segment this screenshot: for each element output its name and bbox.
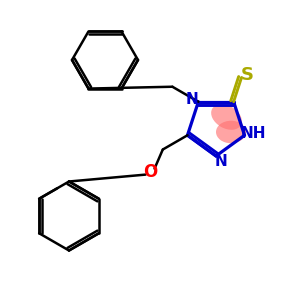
Ellipse shape [211,104,242,130]
Ellipse shape [216,121,246,143]
Text: NH: NH [240,126,266,141]
Text: O: O [143,163,157,181]
Text: N: N [215,154,228,169]
Text: N: N [185,92,198,107]
Text: S: S [240,66,254,84]
